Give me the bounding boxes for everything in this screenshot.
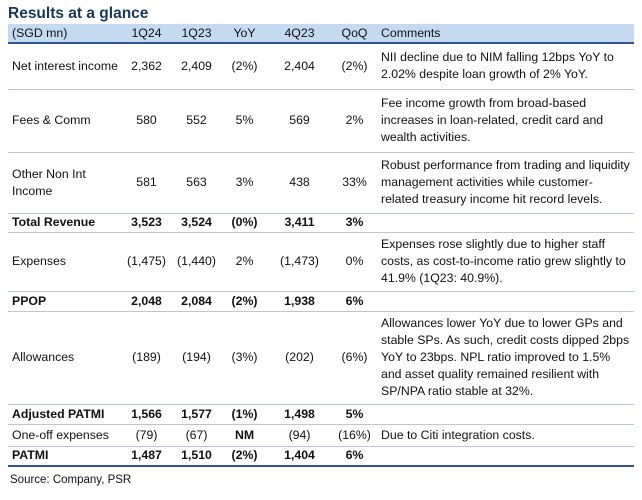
row-label: Fees & Comm (8, 89, 122, 153)
cell-qoq: 6% (332, 291, 377, 312)
row-label: PPOP (8, 291, 122, 312)
cell-yoy: (3%) (222, 311, 267, 405)
cell-yoy: (1%) (222, 404, 267, 425)
cell-4q23: 438 (267, 152, 332, 214)
cell-1q24: 3,523 (122, 213, 171, 233)
cell-4q23: 1,938 (267, 291, 332, 312)
cell-qoq: (2%) (332, 43, 377, 90)
cell-4q23: 1,498 (267, 404, 332, 425)
cell-1q23: (67) (171, 424, 222, 447)
cell-comment: Allowances lower YoY due to lower GPs an… (377, 311, 634, 405)
table-row: Fees & Comm 580 552 5% 569 2% Fee income… (8, 89, 634, 153)
table-row: Expenses (1,475) (1,440) 2% (1,473) 0% E… (8, 232, 634, 292)
cell-comment: Fee income growth from broad-based incre… (377, 89, 634, 153)
cell-4q23: (94) (267, 424, 332, 447)
row-label: Adjusted PATMI (8, 404, 122, 425)
header-unit: (SGD mn) (8, 24, 122, 44)
row-label: One-off expenses (8, 424, 122, 447)
cell-1q24: 1,566 (122, 404, 171, 425)
cell-qoq: (6%) (332, 311, 377, 405)
table-row: Adjusted PATMI 1,566 1,577 (1%) 1,498 5% (8, 404, 634, 425)
cell-qoq: 3% (332, 213, 377, 233)
header-row: (SGD mn) 1Q24 1Q23 YoY 4Q23 QoQ Comments (8, 24, 634, 44)
table-row: Other Non Int Income 581 563 3% 438 33% … (8, 152, 634, 214)
page-title: Results at a glance (8, 5, 149, 22)
cell-1q23: (1,440) (171, 232, 222, 292)
cell-1q23: 1,577 (171, 404, 222, 425)
header-1q23: 1Q23 (171, 24, 222, 44)
cell-comment (377, 291, 634, 312)
cell-4q23: (202) (267, 311, 332, 405)
cell-yoy: 5% (222, 89, 267, 153)
cell-1q23: 552 (171, 89, 222, 153)
cell-1q24: 580 (122, 89, 171, 153)
header-comments: Comments (377, 24, 634, 44)
header-4q23: 4Q23 (267, 24, 332, 44)
cell-4q23: (1,473) (267, 232, 332, 292)
table-row: PPOP 2,048 2,084 (2%) 1,938 6% (8, 291, 634, 312)
cell-yoy: NM (222, 424, 267, 447)
cell-yoy: 2% (222, 232, 267, 292)
cell-1q23: 3,524 (171, 213, 222, 233)
row-label: PATMI (8, 446, 122, 467)
cell-qoq: 0% (332, 232, 377, 292)
table-row: Net interest income 2,362 2,409 (2%) 2,4… (8, 43, 634, 90)
table-row: Allowances (189) (194) (3%) (202) (6%) A… (8, 311, 634, 405)
cell-qoq: 33% (332, 152, 377, 214)
table-row: Total Revenue 3,523 3,524 (0%) 3,411 3% (8, 213, 634, 233)
row-label: Net interest income (8, 43, 122, 90)
cell-1q23: 2,084 (171, 291, 222, 312)
table-row: One-off expenses (79) (67) NM (94) (16%)… (8, 424, 634, 447)
cell-1q24: (79) (122, 424, 171, 447)
cell-yoy: (2%) (222, 43, 267, 90)
table-row: PATMI 1,487 1,510 (2%) 1,404 6% (8, 446, 634, 467)
header-yoy: YoY (222, 24, 267, 44)
cell-4q23: 2,404 (267, 43, 332, 90)
cell-1q23: 1,510 (171, 446, 222, 467)
cell-1q24: 2,048 (122, 291, 171, 312)
cell-1q23: (194) (171, 311, 222, 405)
cell-4q23: 1,404 (267, 446, 332, 467)
row-label: Allowances (8, 311, 122, 405)
cell-comment: Robust performance from trading and liqu… (377, 152, 634, 214)
results-table: (SGD mn) 1Q24 1Q23 YoY 4Q23 QoQ Comments… (8, 24, 634, 467)
cell-4q23: 3,411 (267, 213, 332, 233)
row-label: Other Non Int Income (8, 152, 122, 214)
cell-qoq: 2% (332, 89, 377, 153)
cell-qoq: 5% (332, 404, 377, 425)
cell-comment (377, 446, 634, 467)
cell-qoq: 6% (332, 446, 377, 467)
cell-comment: NII decline due to NIM falling 12bps YoY… (377, 43, 634, 90)
cell-qoq: (16%) (332, 424, 377, 447)
cell-comment: Due to Citi integration costs. (377, 424, 634, 447)
cell-comment (377, 404, 634, 425)
cell-yoy: (2%) (222, 446, 267, 467)
cell-comment (377, 213, 634, 233)
cell-1q24: 2,362 (122, 43, 171, 90)
cell-comment: Expenses rose slightly due to higher sta… (377, 232, 634, 292)
header-1q24: 1Q24 (122, 24, 171, 44)
cell-yoy: (2%) (222, 291, 267, 312)
cell-1q24: (189) (122, 311, 171, 405)
cell-1q23: 563 (171, 152, 222, 214)
source-note: Source: Company, PSR (10, 474, 132, 486)
cell-1q24: 1,487 (122, 446, 171, 467)
cell-yoy: 3% (222, 152, 267, 214)
row-label: Expenses (8, 232, 122, 292)
row-label: Total Revenue (8, 213, 122, 233)
cell-4q23: 569 (267, 89, 332, 153)
cell-1q24: (1,475) (122, 232, 171, 292)
header-qoq: QoQ (332, 24, 377, 44)
cell-1q24: 581 (122, 152, 171, 214)
cell-yoy: (0%) (222, 213, 267, 233)
cell-1q23: 2,409 (171, 43, 222, 90)
